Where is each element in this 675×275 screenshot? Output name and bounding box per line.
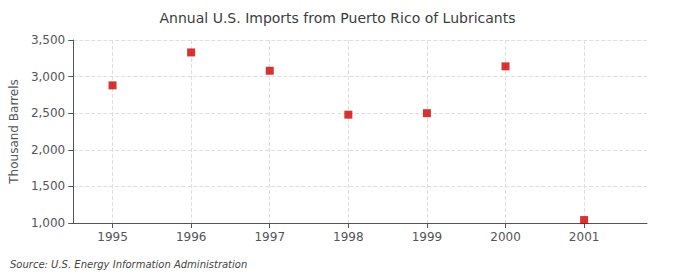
svg-text:2000: 2000 [490,230,521,244]
svg-text:Annual U.S. Imports from Puert: Annual U.S. Imports from Puerto Rico of … [160,10,516,26]
svg-text:Thousand Barrels: Thousand Barrels [7,79,21,184]
svg-text:2,500: 2,500 [31,106,65,120]
svg-text:1999: 1999 [412,230,443,244]
svg-text:1997: 1997 [254,230,285,244]
svg-text:Source: U.S. Energy Informatio: Source: U.S. Energy Information Administ… [10,259,247,270]
svg-text:1,500: 1,500 [31,179,65,193]
svg-text:2,000: 2,000 [31,143,65,157]
svg-text:3,000: 3,000 [31,70,65,84]
svg-text:1996: 1996 [176,230,207,244]
svg-text:1995: 1995 [97,230,128,244]
svg-text:2001: 2001 [569,230,600,244]
svg-text:1998: 1998 [333,230,364,244]
svg-text:1,000: 1,000 [31,216,65,230]
svg-text:3,500: 3,500 [31,33,65,47]
